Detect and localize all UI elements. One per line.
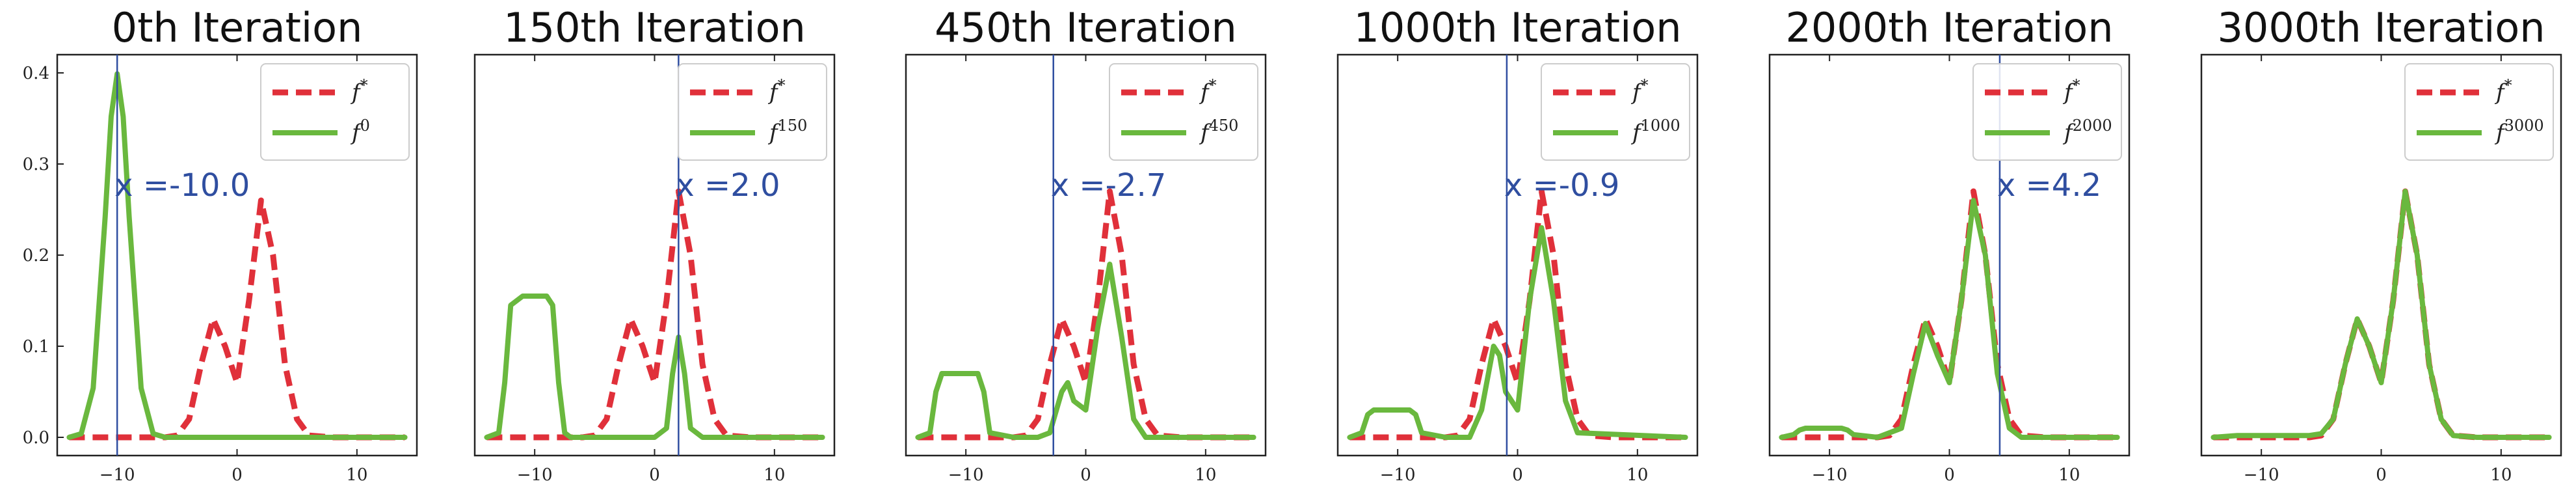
y-tick-label: 0.0: [23, 428, 49, 448]
x-tick-label: −10: [948, 465, 984, 485]
x-tick-label: 10: [2490, 465, 2512, 485]
estimate-density-line: [484, 294, 825, 440]
panel-1: 150th Iteration −10 0 10 x =2.0 f*f150: [473, 4, 836, 485]
current-x-annotation: x =-0.9: [1504, 167, 1620, 204]
x-tick-label: 0: [1944, 465, 1955, 485]
x-tick-label: −10: [2244, 465, 2279, 485]
y-tick-label: 0.3: [23, 155, 49, 174]
target-density-line: [69, 197, 405, 441]
x-tick-label: −10: [100, 465, 135, 485]
legend-box: [1972, 63, 2122, 161]
panel-3: 1000th Iteration −10 0 10 x =-0.9 f*f1000: [1336, 4, 1699, 485]
target-density-line: [1781, 188, 2118, 441]
current-x-annotation: x =-10.0: [114, 167, 250, 204]
panel-5: 3000th Iteration −10 0 10 f*f3000: [2200, 4, 2562, 485]
panel-4: 2000th Iteration −10 0 10 x =4.2 f*f2000: [1768, 4, 2131, 485]
x-tick-label: 10: [764, 465, 785, 485]
panel-title: 1000th Iteration: [1353, 4, 1681, 51]
estimate-density-line: [1779, 198, 2120, 440]
x-tick-label: 0: [2376, 465, 2387, 485]
x-tick-label: 0: [1512, 465, 1523, 485]
x-tick-label: 10: [2058, 465, 2080, 485]
legend-box: [1109, 63, 1258, 161]
x-tick-label: 10: [1627, 465, 1648, 485]
legend-box: [1541, 63, 1690, 161]
panel-0: 0th Iteration −10 0 10 0.0 0.1 0.2 0.3 0.4 x =-10…: [23, 4, 418, 485]
panel-title: 2000th Iteration: [1785, 4, 2113, 51]
current-x-annotation: x =2.0: [676, 167, 780, 204]
target-density-line: [1349, 188, 1686, 441]
legend-box: [678, 63, 827, 161]
panel-title: 150th Iteration: [503, 4, 806, 51]
y-tick-label: 0.2: [23, 246, 49, 266]
x-tick-label: 0: [1080, 465, 1091, 485]
estimate-density-line: [66, 71, 408, 440]
legend-box: [2404, 63, 2554, 161]
legend: f*f1000: [1541, 63, 1690, 161]
x-tick-label: 10: [346, 465, 367, 485]
legend: f*f2000: [1972, 63, 2122, 161]
x-tick-label: 0: [649, 465, 660, 485]
x-tick-label: −10: [517, 465, 553, 485]
panel-title: 0th Iteration: [112, 4, 363, 51]
estimate-density-line: [915, 262, 1256, 440]
panel-title: 3000th Iteration: [2217, 4, 2545, 51]
legend: f*f3000: [2404, 63, 2554, 161]
current-x-annotation: x =-2.7: [1051, 167, 1167, 204]
estimate-density-line: [2211, 189, 2552, 440]
x-tick-label: −10: [1380, 465, 1416, 485]
target-density-line: [486, 188, 823, 441]
legend: f*f0: [260, 63, 410, 161]
target-density-line: [2213, 188, 2549, 441]
legend-box: [260, 63, 410, 161]
y-tick-label: 0.1: [23, 337, 49, 357]
estimate-density-line: [1347, 225, 1688, 440]
x-tick-label: 10: [1195, 465, 1216, 485]
x-tick-label: −10: [1812, 465, 1848, 485]
panel-title: 450th Iteration: [935, 4, 1237, 51]
y-tick-label: 0.4: [23, 64, 49, 83]
legend: f*f450: [1109, 63, 1258, 161]
current-x-annotation: x =4.2: [1997, 167, 2101, 204]
legend: f*f150: [678, 63, 827, 161]
x-tick-label: 0: [232, 465, 243, 485]
panel-2: 450th Iteration −10 0 10 x =-2.7 f*f450: [905, 4, 1267, 485]
